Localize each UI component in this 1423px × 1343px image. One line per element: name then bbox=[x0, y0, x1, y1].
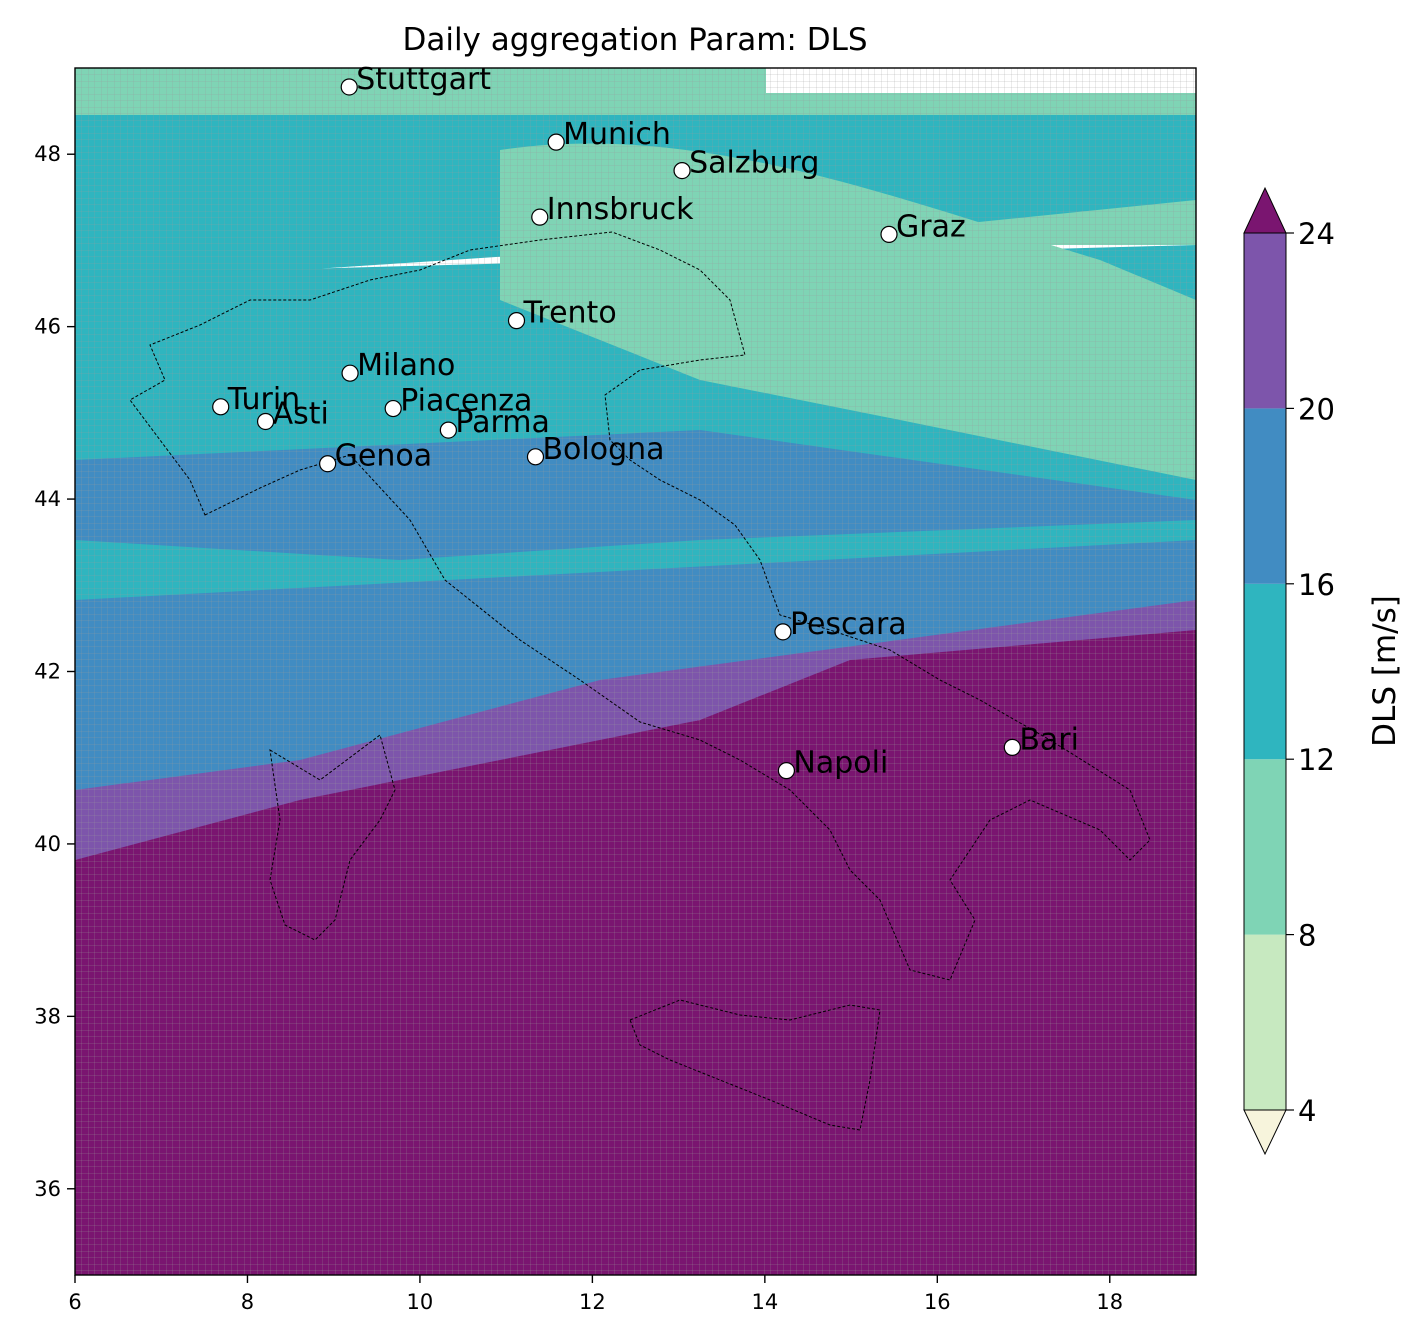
city-label: Graz bbox=[896, 209, 966, 244]
city-label: Stuttgart bbox=[356, 62, 491, 97]
x-tick-label: 18 bbox=[1096, 1290, 1123, 1314]
city-label: Napoli bbox=[793, 746, 888, 781]
city-label: Salzburg bbox=[689, 146, 819, 181]
y-tick-label: 40 bbox=[34, 832, 61, 856]
grid-overlay bbox=[75, 68, 1196, 1275]
x-axis: 6 8 10 12 14 16 18 bbox=[68, 1275, 1123, 1314]
colorbar-bin bbox=[1244, 759, 1286, 935]
city-label: Turin bbox=[227, 382, 300, 417]
city-marker bbox=[673, 161, 691, 180]
city-label: Bologna bbox=[542, 432, 664, 467]
colorbar-label: DLS [m/s] bbox=[1367, 595, 1403, 747]
city-marker bbox=[212, 398, 230, 416]
city-label: Parma bbox=[455, 405, 550, 440]
x-tick-label: 6 bbox=[68, 1290, 81, 1314]
colorbar-tick-label: 24 bbox=[1298, 217, 1335, 251]
city-marker bbox=[774, 623, 792, 641]
city-marker bbox=[319, 455, 337, 473]
colorbar-frame bbox=[1243, 232, 1287, 1111]
colorbar-under-triangle bbox=[1243, 1109, 1287, 1156]
city-marker bbox=[547, 133, 565, 151]
city-label: Trento bbox=[523, 296, 617, 331]
colorbar-bin bbox=[1244, 934, 1286, 1110]
city-label: Innsbruck bbox=[547, 192, 694, 227]
x-tick-label: 10 bbox=[407, 1290, 434, 1314]
city-label: Bari bbox=[1019, 722, 1079, 757]
city-markers: Stuttgart Munich Salzburg Innsbruck Graz Tren… bbox=[212, 62, 1079, 781]
city-marker bbox=[341, 364, 359, 382]
y-tick-label: 44 bbox=[34, 487, 61, 511]
city-marker bbox=[340, 78, 358, 96]
city-label: Genoa bbox=[335, 439, 432, 474]
y-tick-label: 36 bbox=[34, 1177, 61, 1201]
city-label: Piacenza bbox=[400, 384, 532, 419]
map-plot bbox=[75, 68, 1196, 1275]
city-label: Milano bbox=[357, 348, 455, 383]
x-tick-label: 12 bbox=[579, 1290, 606, 1314]
x-tick-label: 8 bbox=[241, 1290, 254, 1314]
coastline-sardinia bbox=[269, 734, 396, 941]
y-tick-label: 46 bbox=[34, 315, 61, 339]
colorbar-tick-label: 20 bbox=[1298, 392, 1335, 426]
x-tick-label: 16 bbox=[924, 1290, 951, 1314]
city-marker bbox=[526, 448, 545, 466]
y-axis: 36 38 40 42 44 46 48 bbox=[34, 142, 75, 1201]
colorbar-tick-label: 8 bbox=[1298, 919, 1316, 953]
city-label: Munich bbox=[563, 117, 671, 152]
city-marker bbox=[507, 312, 526, 330]
x-tick-label: 14 bbox=[751, 1290, 778, 1314]
city-marker bbox=[531, 208, 549, 226]
colorbar-tick-label: 12 bbox=[1298, 743, 1335, 777]
city-marker bbox=[256, 412, 275, 431]
colorbar-over-triangle bbox=[1243, 186, 1287, 234]
colorbar-bin bbox=[1244, 408, 1286, 584]
city-marker bbox=[439, 421, 457, 439]
city-marker bbox=[384, 399, 402, 418]
chart-title: Daily aggregation Param: DLS bbox=[402, 22, 867, 58]
colorbar-tick-label: 4 bbox=[1298, 1094, 1316, 1128]
colorbar-tick-label: 16 bbox=[1298, 568, 1335, 602]
colorbar-bin bbox=[1244, 583, 1286, 760]
coastline-mainland bbox=[129, 231, 1151, 981]
city-marker bbox=[777, 762, 796, 780]
city-label: Asti bbox=[273, 396, 329, 431]
city-marker bbox=[1003, 738, 1021, 756]
city-label: Pescara bbox=[790, 607, 907, 642]
y-tick-label: 42 bbox=[34, 660, 61, 684]
y-tick-label: 48 bbox=[34, 142, 61, 166]
colorbar-bin bbox=[1244, 233, 1286, 409]
coastlines bbox=[129, 231, 1151, 1131]
city-marker bbox=[880, 225, 898, 243]
colorbar: 4 8 12 16 20 24 DLS [m/s] bbox=[1243, 186, 1403, 1156]
y-tick-label: 38 bbox=[34, 1004, 61, 1028]
